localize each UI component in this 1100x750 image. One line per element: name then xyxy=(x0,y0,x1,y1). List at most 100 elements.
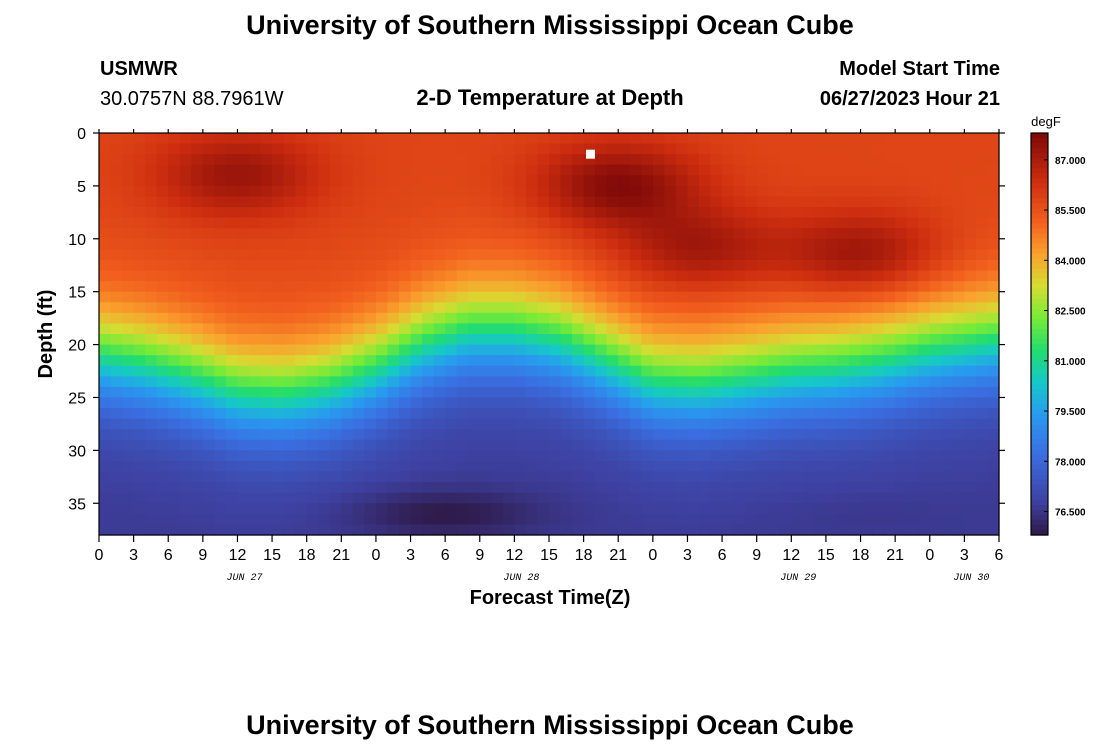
heatmap-cell xyxy=(283,524,296,536)
heatmap-cell xyxy=(895,291,908,303)
heatmap-cell xyxy=(941,334,954,346)
heatmap-cell xyxy=(652,143,665,155)
heatmap-cell xyxy=(699,482,712,494)
heatmap-cell xyxy=(179,365,192,377)
heatmap-cell xyxy=(779,376,792,388)
heatmap-cell xyxy=(237,460,250,473)
heatmap-cell xyxy=(883,196,896,208)
heatmap-cell xyxy=(133,249,146,261)
heatmap-cell xyxy=(791,334,804,346)
heatmap-cell xyxy=(872,270,885,282)
heatmap-cell xyxy=(918,143,931,155)
heatmap-cell xyxy=(606,397,619,409)
heatmap-cell xyxy=(918,259,931,272)
heatmap-cell xyxy=(964,249,977,261)
heatmap-cell xyxy=(422,270,435,282)
heatmap-cell xyxy=(375,482,389,494)
heatmap-cell xyxy=(99,238,112,250)
heatmap-cell xyxy=(710,143,723,155)
heatmap-cell xyxy=(468,334,481,346)
heatmap-cell xyxy=(225,259,239,272)
heatmap-cell xyxy=(652,418,665,430)
heatmap-cell xyxy=(491,334,504,346)
heatmap-cell xyxy=(283,439,296,451)
heatmap-cell xyxy=(825,408,839,420)
footer-title: University of Southern Mississippi Ocean… xyxy=(246,710,854,740)
heatmap-cell xyxy=(560,386,573,399)
heatmap-cell xyxy=(629,175,642,187)
heatmap-cell xyxy=(872,386,885,399)
heatmap-cell xyxy=(699,143,712,155)
heatmap-cell xyxy=(849,154,862,166)
heatmap-cell xyxy=(583,524,596,536)
heatmap-cell xyxy=(895,312,908,325)
heatmap-cell xyxy=(583,175,596,187)
heatmap-cell xyxy=(975,344,989,356)
heatmap-cell xyxy=(445,482,458,494)
heatmap-cell xyxy=(110,270,123,282)
heatmap-cell xyxy=(791,217,804,229)
heatmap-cell xyxy=(479,482,492,494)
heatmap-cell xyxy=(929,175,942,187)
heatmap-cell xyxy=(745,471,758,483)
heatmap-cell xyxy=(675,281,689,293)
heatmap-cell xyxy=(952,133,965,145)
heatmap-cell xyxy=(387,249,400,261)
heatmap-cell xyxy=(860,460,873,473)
heatmap-cell xyxy=(168,154,181,166)
heatmap-cell xyxy=(860,439,873,451)
heatmap-cell xyxy=(572,344,585,356)
heatmap-cell xyxy=(156,323,169,335)
heatmap-cell xyxy=(133,344,146,356)
heatmap-cell xyxy=(952,143,965,155)
heatmap-cell xyxy=(722,513,735,526)
heatmap-cell xyxy=(710,344,723,356)
heatmap-cell xyxy=(249,513,262,526)
heatmap-cell xyxy=(699,259,712,272)
heatmap-cell xyxy=(629,450,642,462)
heatmap-cell xyxy=(572,450,585,462)
heatmap-cell xyxy=(318,503,331,515)
date-label: JUN 28 xyxy=(503,573,539,584)
heatmap-cell xyxy=(664,291,677,303)
heatmap-cell xyxy=(433,164,446,176)
heatmap-cell xyxy=(583,323,596,335)
heatmap-cell xyxy=(595,291,608,303)
heatmap-cell xyxy=(918,408,931,420)
heatmap-cell xyxy=(779,259,792,272)
heatmap-cell xyxy=(410,238,423,250)
heatmap-cell xyxy=(952,376,965,388)
heatmap-cell xyxy=(168,133,181,145)
heatmap-cell xyxy=(433,302,446,314)
x-tick-label: 9 xyxy=(198,547,207,564)
heatmap-cell xyxy=(145,450,158,462)
heatmap-cell xyxy=(641,302,654,314)
heatmap-cell xyxy=(295,334,308,346)
heatmap-cell xyxy=(860,471,873,483)
heatmap-cell xyxy=(456,386,469,399)
heatmap-cell xyxy=(537,323,550,335)
heatmap-cell xyxy=(710,270,723,282)
heatmap-cell xyxy=(387,503,400,515)
heatmap-cell xyxy=(456,207,469,219)
heatmap-cell xyxy=(491,302,504,314)
heatmap-cell xyxy=(341,408,354,420)
heatmap-cell xyxy=(399,228,412,240)
heatmap-cell xyxy=(525,281,539,293)
heatmap-cell xyxy=(814,408,827,420)
heatmap-cell xyxy=(710,365,723,377)
heatmap-cell xyxy=(860,281,873,293)
heatmap-cell xyxy=(272,270,285,282)
colorbar-frame xyxy=(1030,132,1049,536)
heatmap-cell xyxy=(306,408,319,420)
heatmap-cell xyxy=(133,185,146,198)
heatmap-cell xyxy=(872,492,885,504)
heatmap-cell xyxy=(825,217,839,229)
heatmap-cell xyxy=(237,270,250,282)
heatmap-cell xyxy=(422,334,435,346)
heatmap-cell xyxy=(318,312,331,325)
heatmap-cell xyxy=(375,397,389,409)
heatmap-cell xyxy=(479,259,492,272)
heatmap-cell xyxy=(283,429,296,441)
